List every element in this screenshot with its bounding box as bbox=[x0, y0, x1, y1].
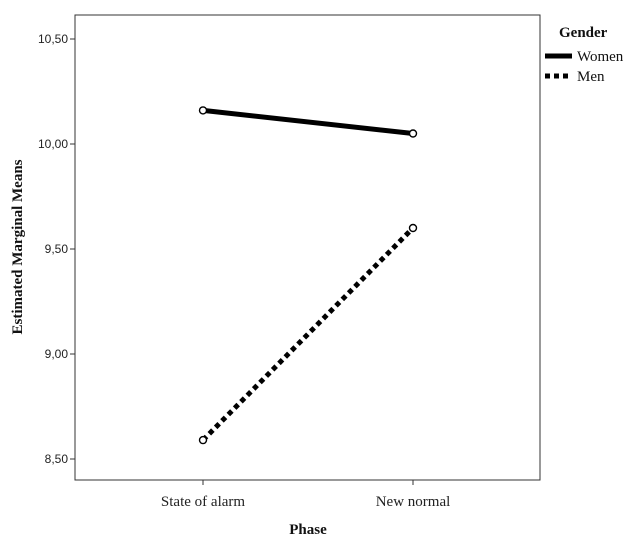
x-axis: State of alarm New normal bbox=[161, 480, 450, 510]
y-axis: 8,50 9,00 9,50 10,00 10,50 bbox=[38, 32, 75, 466]
legend-label-women: Women bbox=[577, 49, 624, 65]
legend: Gender Women Men bbox=[545, 25, 624, 85]
legend-label-men: Men bbox=[577, 69, 605, 85]
x-axis-title: Phase bbox=[289, 522, 327, 537]
y-axis-title: Estimated Marginal Means bbox=[10, 159, 26, 334]
series-line-women bbox=[202, 107, 414, 136]
series-layer bbox=[198, 106, 418, 445]
y-tick-label: 9,50 bbox=[45, 242, 69, 256]
legend-title: Gender bbox=[559, 25, 608, 41]
y-tick-label: 10,50 bbox=[38, 32, 68, 46]
x-tick-label: State of alarm bbox=[161, 494, 245, 510]
x-tick-label: New normal bbox=[376, 494, 451, 510]
y-tick-label: 9,00 bbox=[45, 347, 69, 361]
data-point-men bbox=[408, 223, 418, 233]
series-line-men bbox=[201, 226, 415, 442]
y-tick-label: 10,00 bbox=[38, 137, 68, 151]
data-point-women bbox=[408, 129, 418, 138]
data-point-women bbox=[198, 106, 208, 115]
plot-frame bbox=[74, 14, 541, 481]
y-tick-label: 8,50 bbox=[45, 452, 69, 466]
data-point-men bbox=[198, 435, 208, 445]
